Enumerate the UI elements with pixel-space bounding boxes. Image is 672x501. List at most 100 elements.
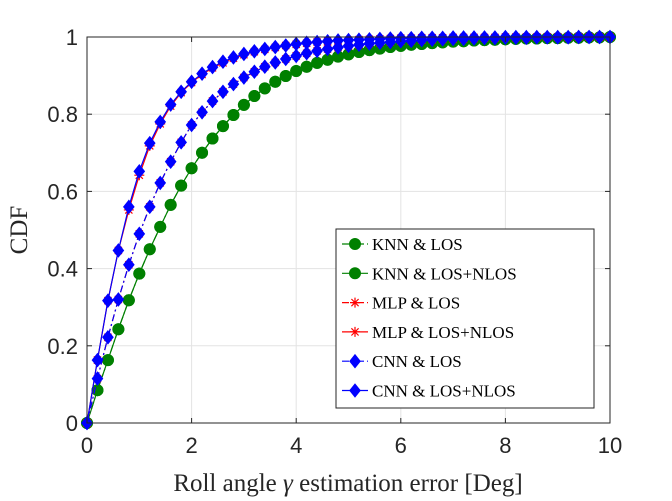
data-point xyxy=(101,354,114,367)
data-point xyxy=(206,59,219,75)
data-point xyxy=(206,93,219,109)
legend-entry: MLP & LOS xyxy=(342,294,460,313)
data-point xyxy=(143,243,156,256)
data-point xyxy=(112,323,125,336)
y-tick-label: 0.4 xyxy=(47,257,78,282)
legend-marker xyxy=(350,297,360,308)
data-point xyxy=(248,64,261,80)
data-point xyxy=(384,31,397,46)
data-point xyxy=(217,84,229,100)
data-point xyxy=(269,75,282,88)
data-point xyxy=(175,84,187,100)
data-point xyxy=(227,108,240,121)
data-point xyxy=(238,46,250,62)
x-tick-label: 8 xyxy=(499,433,511,458)
legend-marker xyxy=(350,326,360,337)
data-point xyxy=(238,70,250,85)
x-axis-label: Roll angle γ estimation error [Deg] xyxy=(173,470,522,497)
y-tick-label: 0.6 xyxy=(47,179,78,204)
data-point xyxy=(279,38,292,53)
data-point xyxy=(269,39,282,55)
data-point xyxy=(436,30,449,46)
data-point xyxy=(154,114,167,130)
data-point xyxy=(269,55,282,70)
data-point xyxy=(154,220,167,233)
data-point xyxy=(227,50,240,65)
data-point xyxy=(248,43,261,59)
legend-label: CNN & LOS+NLOS xyxy=(372,382,516,401)
data-point xyxy=(279,51,292,67)
data-point xyxy=(143,135,156,151)
data-point xyxy=(164,97,177,112)
axes-box xyxy=(86,36,611,424)
data-point xyxy=(185,74,198,90)
data-point xyxy=(122,257,135,273)
y-tick-label: 0.2 xyxy=(47,334,78,359)
data-point xyxy=(237,98,250,111)
y-axis-label: CDF xyxy=(6,206,33,255)
data-point xyxy=(154,175,167,191)
data-point xyxy=(258,82,271,95)
data-point xyxy=(102,330,114,345)
data-point xyxy=(217,54,229,70)
legend-entries: KNN & LOS KNN & LOS+NLOS MLP & LOS MLP & LO… xyxy=(342,235,517,401)
legend-marker xyxy=(349,353,361,369)
legend-entry: MLP & LOS+NLOS xyxy=(342,323,514,342)
x-tick-labels: 0 2 4 6 8 10 xyxy=(81,433,622,458)
y-tick-label: 0 xyxy=(66,411,78,436)
data-point xyxy=(321,33,334,49)
legend-label: KNN & LOS xyxy=(372,235,463,254)
legend-box xyxy=(335,228,595,409)
data-point xyxy=(185,117,198,133)
x-tick-label: 6 xyxy=(395,433,407,458)
legend-label: MLP & LOS+NLOS xyxy=(372,323,514,342)
data-point xyxy=(164,154,177,169)
x-axis-label-prefix: Roll angle xyxy=(173,470,283,497)
data-point xyxy=(279,69,292,82)
data-point xyxy=(321,41,334,57)
legend-marker xyxy=(349,267,361,280)
data-point xyxy=(133,267,146,280)
data-point xyxy=(196,66,208,81)
legend-marker xyxy=(349,238,361,250)
x-tick-label: 2 xyxy=(185,433,197,458)
data-point xyxy=(91,352,104,368)
data-point xyxy=(311,34,323,50)
data-point xyxy=(290,48,303,64)
data-point xyxy=(133,164,146,179)
data-point xyxy=(206,132,219,145)
x-axis-label-gamma-symbol: γ xyxy=(283,470,294,497)
y-tick-label: 0.8 xyxy=(47,102,78,127)
legend-entry: CNN & LOS xyxy=(342,352,462,371)
data-point xyxy=(426,30,439,46)
legend-entry: KNN & LOS xyxy=(342,235,463,254)
data-point xyxy=(311,43,323,59)
legend-label: KNN & LOS+NLOS xyxy=(372,264,517,283)
y-tick-label: 1 xyxy=(66,25,78,50)
x-axis-label-suffix: estimation error [Deg] xyxy=(293,470,523,497)
data-point xyxy=(102,293,114,308)
data-point xyxy=(405,30,418,46)
data-point xyxy=(353,32,365,48)
ticks xyxy=(86,36,611,424)
legend-label: CNN & LOS xyxy=(372,352,462,371)
data-point xyxy=(216,120,229,133)
data-point xyxy=(248,90,261,103)
data-point xyxy=(290,36,303,52)
data-point xyxy=(112,243,125,258)
data-point xyxy=(196,146,209,159)
y-tick-labels: 0 0.2 0.4 0.6 0.8 1 xyxy=(47,25,78,436)
data-point xyxy=(112,292,125,307)
data-point xyxy=(300,45,313,61)
data-point xyxy=(415,30,428,46)
data-point xyxy=(290,64,303,77)
data-point xyxy=(300,60,313,73)
x-tick-label: 4 xyxy=(290,433,302,458)
x-tick-label: 0 xyxy=(81,433,93,458)
data-point xyxy=(300,35,313,51)
legend-marker xyxy=(349,383,361,398)
legend-label: MLP & LOS xyxy=(372,294,460,313)
data-point xyxy=(175,135,187,150)
data-point xyxy=(258,59,271,75)
